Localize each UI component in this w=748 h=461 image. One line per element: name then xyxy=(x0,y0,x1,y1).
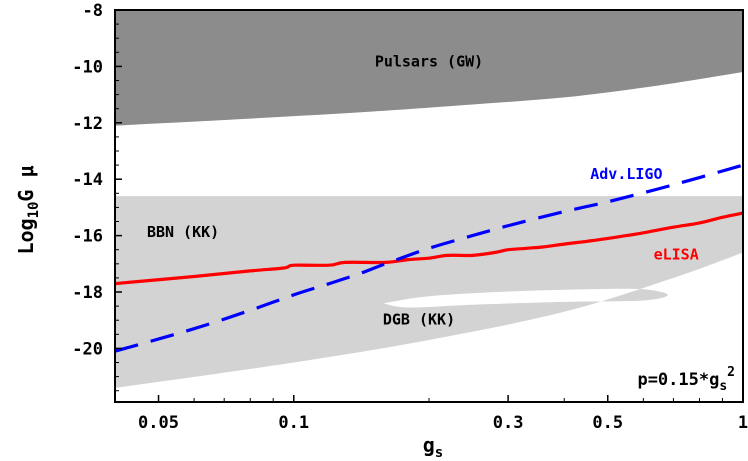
series-line-adv-ligo xyxy=(115,163,743,353)
region-label-pulsars-gw: Pulsars (GW) xyxy=(375,52,483,70)
regions-layer xyxy=(115,10,743,388)
y-tick-label: -16 xyxy=(72,227,103,247)
series-label-elisa: eLISA xyxy=(654,246,699,264)
y-tick-label: -12 xyxy=(72,114,103,134)
x-tick-label: 0.1 xyxy=(278,413,309,433)
region-bbn-kk xyxy=(115,196,743,388)
x-axis-title: gs xyxy=(423,433,443,461)
y-tick-label: -8 xyxy=(83,1,103,21)
series-label-adv-ligo: Adv.LIGO xyxy=(590,165,662,183)
series-layer xyxy=(115,163,743,353)
y-axis-title: Log10G μ xyxy=(14,165,42,254)
region-pulsars-gw xyxy=(115,10,743,126)
region-label-dgb-kk: DGB (KK) xyxy=(383,310,455,328)
y-tick-label: -18 xyxy=(72,283,103,303)
y-tick-label: -20 xyxy=(72,339,103,359)
parameter-note: p=0.15*gs2 xyxy=(637,365,735,394)
y-tick-label: -10 xyxy=(72,57,103,77)
y-tick-label: -14 xyxy=(72,170,103,190)
labels-layer: Pulsars (GW) BBN (KK) DGB (KK) eLISA Adv.LIG… xyxy=(147,52,699,328)
x-tick-label: 1 xyxy=(738,413,748,433)
ticks-layer: 0.05 0.1 0.3 0.5 1 -8 -10 -12 -14 -16 -18 -20 xyxy=(72,1,748,433)
x-tick-label: 0.5 xyxy=(592,413,623,433)
x-tick-label: 0.3 xyxy=(493,413,524,433)
region-label-bbn-kk: BBN (KK) xyxy=(147,223,219,241)
series-line-elisa xyxy=(115,211,743,286)
x-tick-label: 0.05 xyxy=(138,413,179,433)
